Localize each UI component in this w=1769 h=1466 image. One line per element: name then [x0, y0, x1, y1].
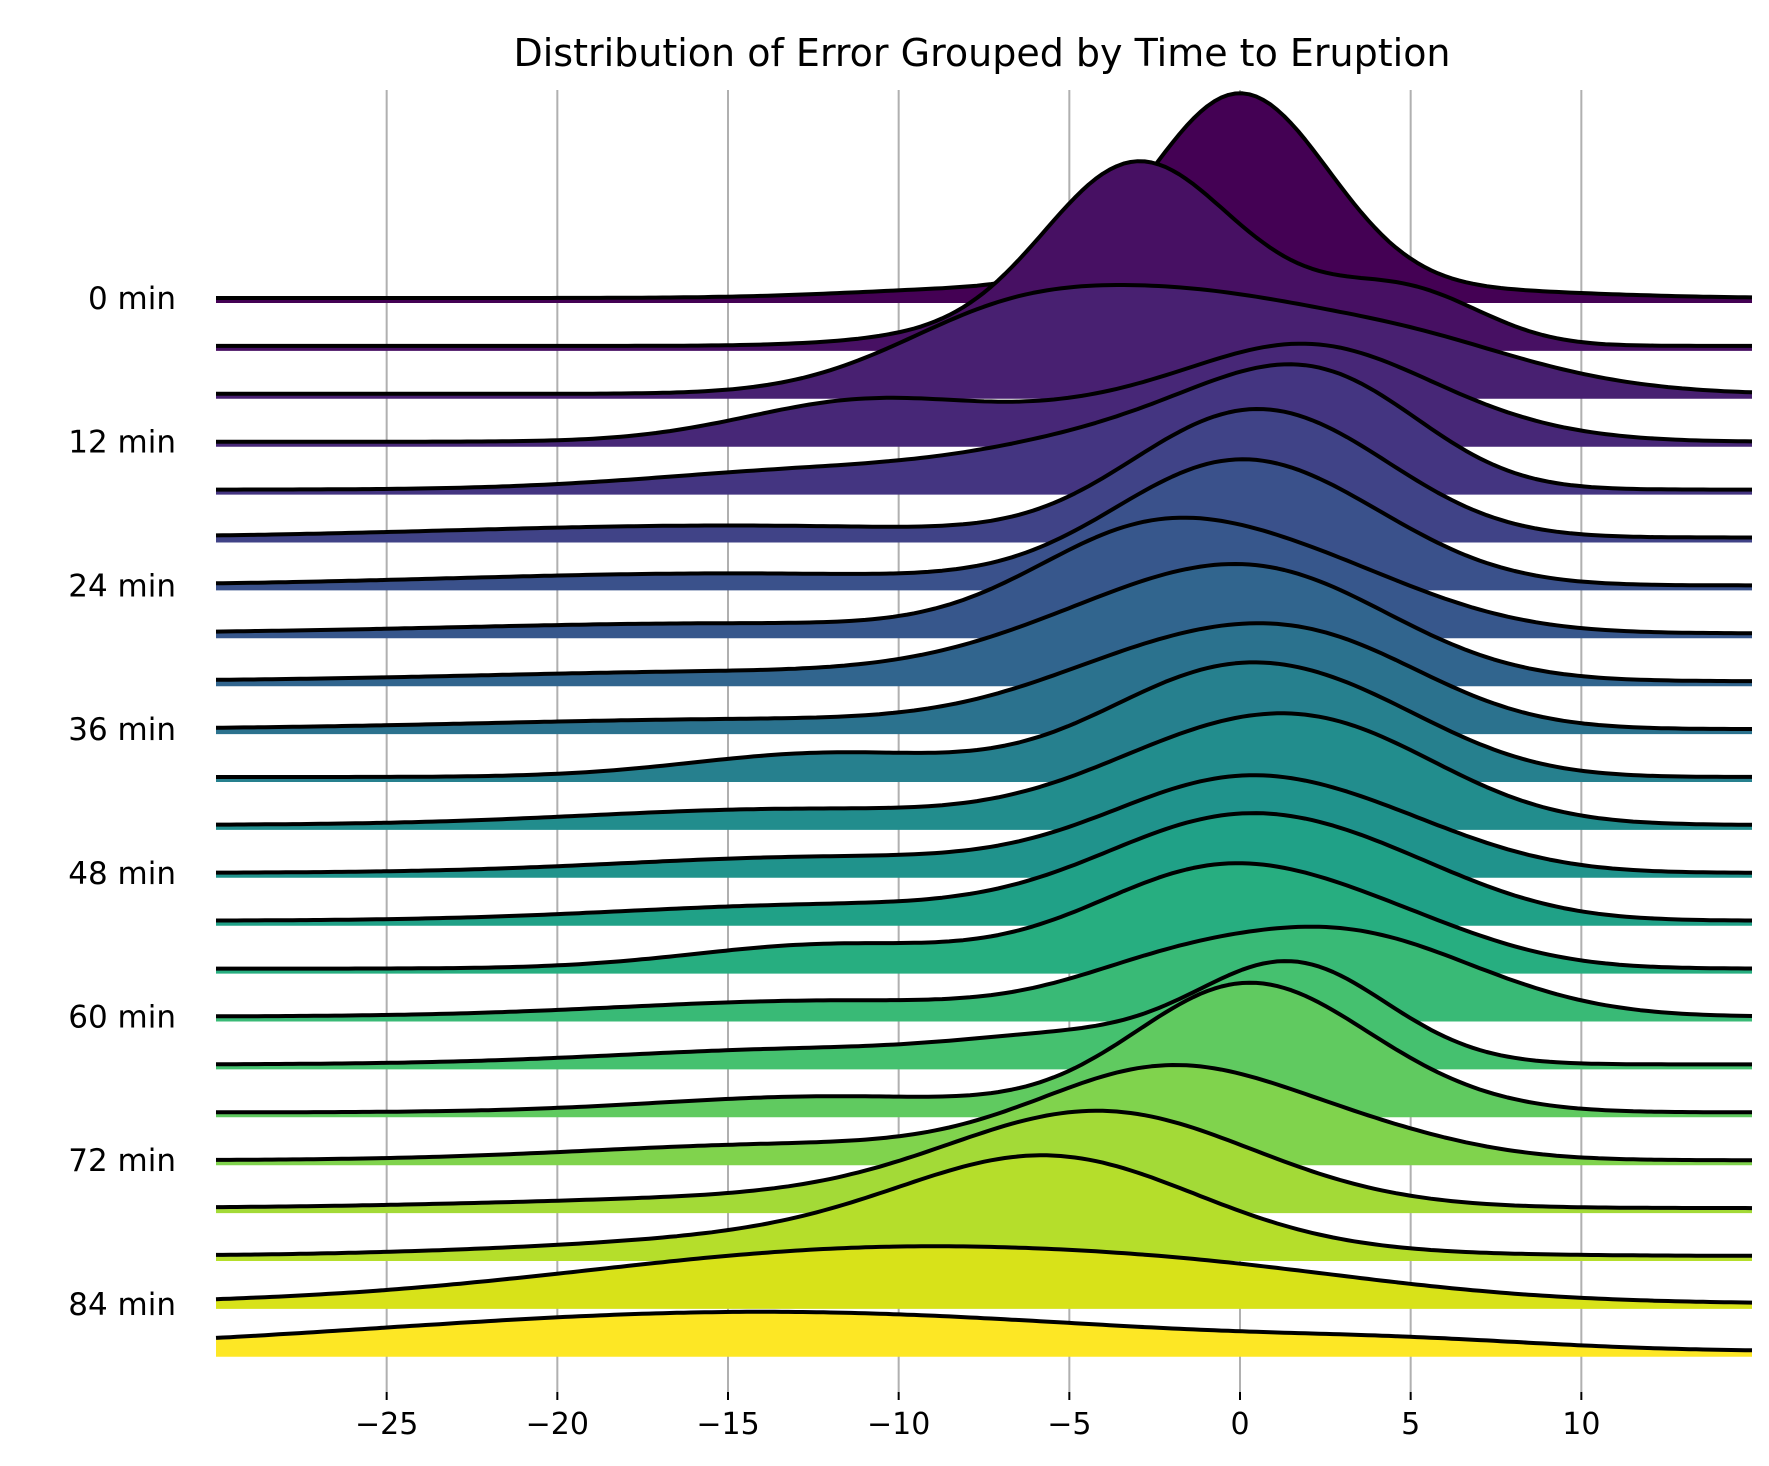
chart-title: Distribution of Error Grouped by Time to…: [513, 31, 1450, 75]
ridge-series: [216, 980, 1752, 1118]
ridge-area: [216, 459, 1752, 591]
ridge-area: [216, 1155, 1752, 1261]
ridge-outline: [216, 959, 1752, 1067]
x-tick-label: −15: [696, 1407, 759, 1442]
ridge-series: [215, 1244, 1753, 1309]
x-tick-label: 5: [1401, 1407, 1420, 1442]
ridge-outline: [216, 621, 1752, 731]
ridge-outline: [216, 1153, 1752, 1258]
row-label: 84 min: [68, 1287, 176, 1323]
row-label: 60 min: [68, 1000, 176, 1036]
row-label: 0 min: [88, 281, 176, 317]
ridge-series: [215, 457, 1752, 591]
ridge-area: [216, 1065, 1752, 1166]
ridge-outline: [216, 861, 1752, 971]
x-tick-label: −20: [526, 1407, 589, 1442]
row-labels: 0 min 12 min 24 min 36 min 48 min 60 min 72 mi…: [68, 281, 176, 1323]
ridge-outline: [216, 159, 1752, 348]
ridge-outline: [215, 407, 1752, 540]
ridge-outline: [216, 811, 1752, 923]
x-tick-label: 10: [1562, 1407, 1600, 1442]
ridge-area: [216, 982, 1752, 1118]
ridge-outline: [216, 924, 1753, 1019]
ridge-series: [215, 1309, 1753, 1357]
ridge-outline: [215, 1309, 1753, 1353]
row-label: 72 min: [68, 1143, 176, 1179]
row-label: 48 min: [68, 856, 176, 892]
ridge-outline: [216, 1063, 1752, 1163]
ridge-outline: [215, 515, 1752, 636]
row-label: 24 min: [68, 568, 176, 604]
ridge-outline: [216, 562, 1752, 684]
ridge-outline: [215, 1244, 1753, 1305]
ridge-area: [216, 161, 1752, 351]
ridge-area: [216, 93, 1752, 303]
x-tick-label: −25: [355, 1407, 418, 1442]
x-tick-label: 0: [1230, 1407, 1249, 1442]
ridge-series: [216, 1063, 1752, 1166]
ridges: [215, 91, 1753, 1357]
ridge-outline: [216, 1108, 1753, 1211]
x-tick-label: −10: [867, 1407, 930, 1442]
ridge-series: [216, 1153, 1752, 1261]
ridge-area: [216, 1246, 1752, 1309]
ridge-series: [216, 91, 1753, 303]
ridge-outline: [216, 773, 1752, 875]
ridge-outline: [216, 711, 1752, 827]
ridge-outline: [216, 91, 1753, 300]
ridge-outline: [216, 283, 1753, 396]
row-label: 36 min: [68, 712, 176, 748]
ridge-outline: [216, 660, 1752, 779]
x-axis-ticks: −25 −20 −15 −10 −5 0 5 10: [355, 1392, 1600, 1442]
ridge-area: [216, 1311, 1752, 1357]
ridge-series: [216, 159, 1752, 351]
ridge-outline: [216, 362, 1752, 492]
ridge-outline: [216, 980, 1752, 1115]
ridge-outline: [216, 341, 1753, 444]
row-label: 12 min: [68, 425, 176, 461]
ridge-outline: [215, 457, 1752, 588]
x-tick-label: −5: [1047, 1407, 1091, 1442]
